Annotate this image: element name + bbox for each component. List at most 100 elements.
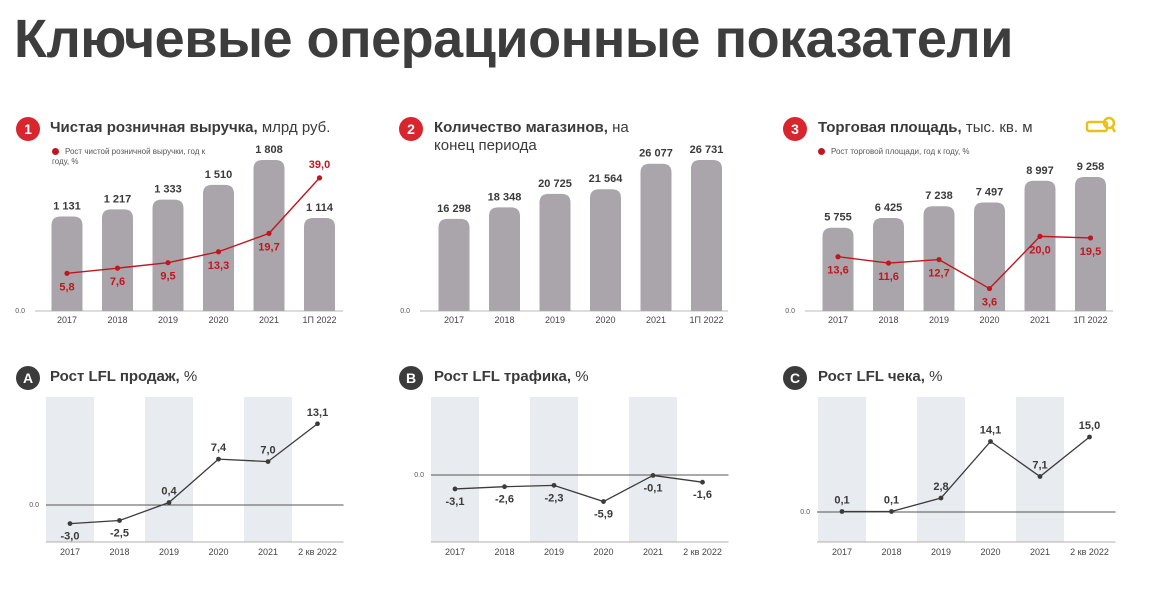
lfl-value-label: -2,5 bbox=[110, 528, 129, 540]
column-shade bbox=[1016, 397, 1064, 542]
lfl-point bbox=[988, 439, 993, 444]
column-shade bbox=[818, 397, 866, 542]
growth-label: 7,6 bbox=[110, 276, 125, 288]
lfl-line bbox=[454, 474, 703, 503]
panel-3-title-rest: тыс. кв. м bbox=[961, 119, 1033, 136]
panel-1-title: Чистая розничная выручка, млрд руб. bbox=[50, 119, 330, 137]
bar-value-label: 1 333 bbox=[154, 184, 182, 196]
x-tick-label: 2018 bbox=[878, 315, 898, 325]
lfl-point bbox=[452, 486, 458, 492]
lfl-value-label: -2,6 bbox=[495, 494, 514, 506]
x-tick-label: 2018 bbox=[881, 547, 901, 557]
zero-tick-label: 0.0 bbox=[400, 308, 410, 315]
lfl-value-label: 0,1 bbox=[884, 495, 899, 507]
x-tick-label: 2017 bbox=[444, 315, 464, 325]
growth-label: 5,8 bbox=[59, 281, 74, 293]
growth-point bbox=[316, 175, 323, 181]
zero-tick-label: 0.0 bbox=[800, 509, 810, 516]
panel-b-badge: B bbox=[399, 366, 423, 390]
bar-value-label: 18 348 bbox=[488, 191, 522, 203]
bar bbox=[304, 217, 335, 311]
bar bbox=[590, 189, 621, 311]
panel-1-badge: 1 bbox=[16, 117, 40, 141]
bar-value-label: 7 238 bbox=[925, 190, 953, 202]
bar-value-label: 5 755 bbox=[824, 212, 852, 224]
lfl-point bbox=[938, 495, 944, 501]
bar-value-label: 26 077 bbox=[639, 148, 673, 160]
panel-a-badge: A bbox=[16, 366, 40, 390]
zero-tick-label: 0.0 bbox=[29, 502, 39, 509]
lfl-point bbox=[839, 509, 845, 514]
legend-dot-icon bbox=[818, 148, 825, 155]
lfl-point bbox=[117, 518, 122, 523]
x-tick-label: 2020 bbox=[595, 315, 615, 325]
lfl-value-label: 7,1 bbox=[1032, 460, 1047, 472]
lfl-value-label: -0,1 bbox=[644, 482, 663, 494]
panel-c-badge: C bbox=[783, 366, 807, 390]
x-tick-label: 2020 bbox=[980, 547, 1000, 557]
bar bbox=[1075, 177, 1106, 311]
panel-1-legend: Рост чистой розничной выручки, год к год… bbox=[52, 147, 222, 167]
x-tick-label: 2020 bbox=[979, 315, 999, 325]
column-shade bbox=[917, 397, 965, 542]
x-tick-label: 2019 bbox=[545, 315, 565, 325]
x-tick-label: 2 кв 2022 bbox=[298, 547, 337, 557]
x-tick-label: 2019 bbox=[159, 547, 179, 557]
growth-point bbox=[165, 260, 171, 266]
lfl-point bbox=[1087, 434, 1092, 440]
x-tick-label: 2018 bbox=[494, 315, 514, 325]
lfl-value-label: 14,1 bbox=[980, 425, 1001, 437]
growth-label: 11,6 bbox=[878, 271, 899, 283]
bar-value-label: 1 114 bbox=[306, 202, 334, 214]
column-shade bbox=[431, 397, 479, 542]
bar bbox=[539, 193, 571, 311]
column-shade bbox=[530, 397, 578, 542]
lfl-point bbox=[700, 479, 705, 485]
bar bbox=[102, 209, 133, 311]
bar bbox=[822, 227, 854, 311]
panel-2-badge: 2 bbox=[399, 117, 423, 141]
x-tick-label: 2018 bbox=[494, 547, 514, 557]
x-tick-label: 2019 bbox=[544, 547, 564, 557]
bar bbox=[203, 184, 234, 311]
bar bbox=[152, 199, 184, 311]
x-tick-label: 2 кв 2022 bbox=[1070, 547, 1109, 557]
lfl-value-label: -1,6 bbox=[693, 489, 712, 501]
lfl-point bbox=[315, 421, 320, 427]
panel-2-title: Количество магазинов, на конец периода bbox=[434, 119, 629, 155]
lfl-value-label: 0,1 bbox=[834, 495, 849, 507]
panel-2-title-rest: на bbox=[607, 119, 629, 136]
growth-label: 13,6 bbox=[827, 265, 848, 277]
bar bbox=[438, 218, 470, 311]
bar bbox=[489, 207, 520, 311]
panel-c-title: Рост LFL чека, % bbox=[818, 368, 942, 386]
x-tick-label: 1П 2022 bbox=[303, 315, 337, 325]
bar-value-label: 1 808 bbox=[255, 144, 283, 156]
growth-point bbox=[64, 270, 70, 276]
growth-point bbox=[266, 230, 272, 236]
growth-line bbox=[66, 177, 321, 275]
lfl-point bbox=[601, 499, 606, 504]
x-tick-label: 2021 bbox=[1030, 547, 1050, 557]
lfl-point bbox=[502, 484, 507, 490]
bar bbox=[640, 163, 672, 311]
bar-value-label: 1 217 bbox=[104, 193, 132, 205]
growth-point bbox=[835, 254, 841, 260]
bar bbox=[51, 216, 83, 311]
bar-value-label: 7 497 bbox=[976, 186, 1004, 198]
growth-label: 20,0 bbox=[1029, 244, 1050, 256]
panel-1-title-rest: млрд руб. bbox=[257, 119, 331, 136]
growth-point bbox=[215, 249, 222, 255]
lfl-point bbox=[265, 459, 271, 464]
x-tick-label: 2021 bbox=[1030, 315, 1050, 325]
growth-label: 19,5 bbox=[1080, 246, 1101, 258]
panel-2-title-bold: Количество магазинов, bbox=[434, 119, 608, 136]
bar bbox=[691, 160, 722, 311]
bar-value-label: 6 425 bbox=[875, 202, 903, 214]
x-tick-label: 2019 bbox=[931, 547, 951, 557]
bar-value-label: 1 131 bbox=[53, 201, 81, 213]
lfl-point bbox=[889, 509, 894, 514]
